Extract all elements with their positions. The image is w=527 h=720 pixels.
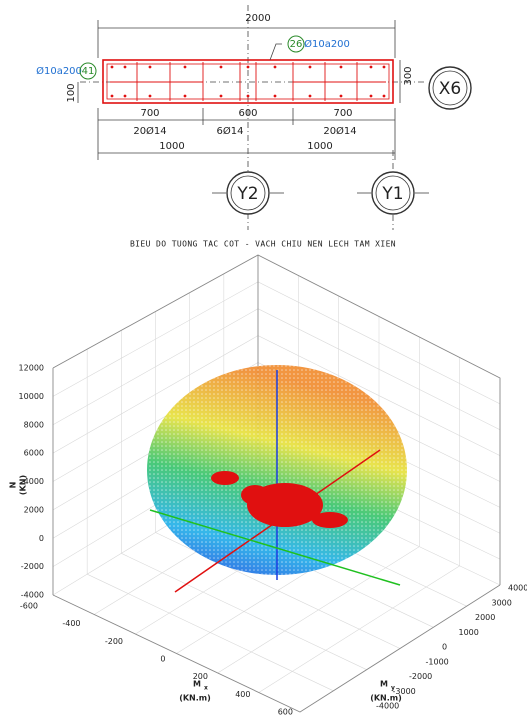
n-axis-unit: (KN) bbox=[19, 475, 28, 495]
tick-label: -600 bbox=[20, 602, 38, 611]
rebar-label: 6Ø14 bbox=[217, 125, 244, 137]
tick-label: 8000 bbox=[24, 420, 44, 429]
tick-label: 4000 bbox=[508, 584, 527, 593]
tick-label: 400 bbox=[235, 690, 250, 699]
stirrup-marker: 41 bbox=[82, 66, 95, 77]
n-axis: 12000 10000 8000 6000 4000 2000 0 -2000 -4000 bbox=[19, 364, 44, 600]
tick-label: 2000 bbox=[475, 613, 495, 622]
tick-label: 12000 bbox=[19, 364, 44, 373]
my-axis: 4000 3000 2000 1000 0 -1000 -2000 -3000 -4000 bbox=[376, 584, 527, 711]
thickness-dimension: 300 bbox=[403, 66, 414, 85]
tick-label: -4000 bbox=[21, 591, 44, 600]
tick-label: 0 bbox=[160, 655, 165, 664]
stirrup-marker: 26 bbox=[290, 39, 303, 50]
stirrup-label: Ø10a200 bbox=[304, 38, 350, 50]
wall-drawing: 2000 Ø10a200 41 26 Ø10a200 300 100 700 6… bbox=[36, 5, 472, 230]
mx-axis-unit: (KN.m) bbox=[179, 694, 211, 703]
tick-label: 10000 bbox=[19, 392, 44, 401]
tick-label: 200 bbox=[193, 672, 208, 681]
tick-label: 2000 bbox=[24, 505, 44, 514]
tick-label: 1000 bbox=[459, 628, 479, 637]
grid-bubble: Y1 bbox=[381, 184, 403, 204]
half-dimension: 1000 bbox=[159, 141, 184, 152]
tick-label: 6000 bbox=[24, 449, 44, 458]
cover-dimension: 100 bbox=[66, 83, 77, 102]
segment-dimension: 600 bbox=[238, 108, 257, 119]
mx-axis-subscript: x bbox=[204, 685, 208, 692]
tick-label: 600 bbox=[278, 708, 293, 717]
tick-label: -2000 bbox=[409, 672, 432, 681]
tick-label: 0 bbox=[442, 643, 447, 652]
tick-label: 0 bbox=[39, 534, 44, 543]
chart-title: BIEU DO TUONG TAC COT - VACH CHIU NEN LE… bbox=[130, 240, 396, 249]
grid-bubble: Y2 bbox=[236, 184, 258, 204]
tick-label: -4000 bbox=[376, 702, 399, 711]
tick-label: -2000 bbox=[21, 562, 44, 571]
my-axis-symbol: M bbox=[380, 680, 388, 689]
my-axis-subscript: y bbox=[391, 685, 395, 692]
surface bbox=[147, 365, 407, 593]
rebar-label: 20Ø14 bbox=[133, 125, 166, 137]
wire-line bbox=[258, 565, 460, 693]
stirrup-label: Ø10a200 bbox=[36, 65, 82, 77]
tick-label: -3000 bbox=[393, 687, 416, 696]
my-axis-unit: (KN.m) bbox=[370, 694, 402, 703]
mx-axis-symbol: M bbox=[193, 680, 201, 689]
segment-dimension: 700 bbox=[140, 108, 159, 119]
grid-bubble: X6 bbox=[439, 79, 461, 99]
mx-axis: -600 -400 -200 0 200 400 600 bbox=[20, 602, 293, 717]
segment-dimension: 700 bbox=[333, 108, 352, 119]
tick-label: 3000 bbox=[492, 598, 512, 607]
tick-label: -400 bbox=[62, 619, 80, 628]
half-dimension: 1000 bbox=[307, 141, 332, 152]
total-dimension: 2000 bbox=[245, 13, 270, 24]
n-axis-symbol: N bbox=[9, 482, 18, 489]
interaction-chart: BIEU DO TUONG TAC COT - VACH CHIU NEN LE… bbox=[9, 240, 527, 717]
wire-line bbox=[52, 254, 501, 379]
tick-label: -200 bbox=[105, 637, 123, 646]
tick-label: 4000 bbox=[24, 477, 44, 486]
rebar-label: 20Ø14 bbox=[323, 125, 356, 137]
tick-label: -1000 bbox=[426, 657, 449, 666]
